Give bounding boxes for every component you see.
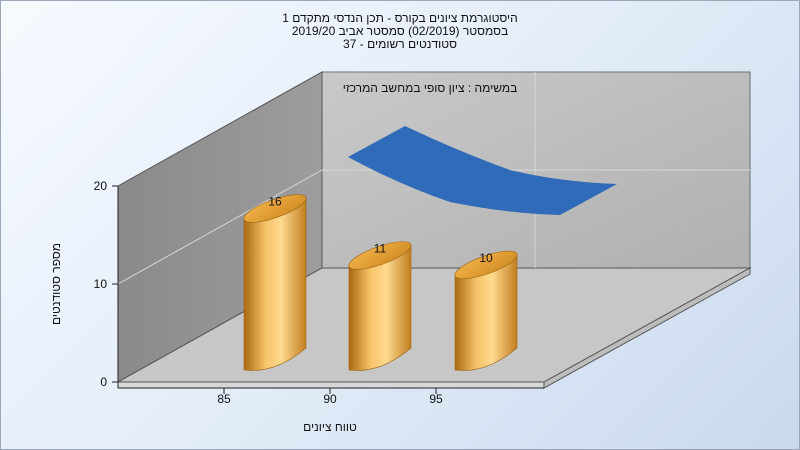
bar-body: [348, 244, 412, 371]
y-axis-label: מספר סטודנטים: [49, 243, 63, 325]
floor-front-edge: [117, 381, 545, 389]
y-tick-label: 20: [94, 179, 108, 193]
bar-cap: [348, 241, 412, 270]
x-tick-label: 95: [429, 392, 443, 406]
x-axis-label: טווח ציונים: [303, 420, 357, 434]
title-line-2: בסמסטר (02/2019) סמסטר אביב 2019/20: [291, 24, 509, 38]
y-ticks: 0 10 20: [94, 179, 118, 389]
bar: [348, 241, 412, 371]
bar-value-label: 11: [374, 242, 387, 256]
title-line-1: היסטוגרמת ציונים בקורס - תכן הנדסי מתקדם…: [282, 11, 518, 25]
blue-ribbon: [348, 126, 617, 215]
bar: [454, 250, 518, 371]
bar-value-label: 16: [268, 194, 282, 208]
bar-value-label: 10: [479, 251, 493, 265]
x-ticks: 85 90 95: [217, 388, 443, 406]
bars: 16 11 10: [243, 194, 518, 371]
bar-body: [243, 197, 307, 371]
bar-cap: [454, 250, 518, 280]
title-line-3: סטודנטים רשומים - 37: [343, 37, 457, 51]
y-tick-label: 0: [100, 375, 107, 389]
y-tick-label: 10: [94, 277, 108, 291]
bar-body: [454, 253, 518, 371]
bar-cap: [243, 194, 307, 223]
floor-right-edge: [543, 267, 751, 389]
x-tick-label: 90: [323, 392, 337, 406]
chart-title: היסטוגרמת ציונים בקורס - תכן הנדסי מתקדם…: [200, 12, 600, 51]
chart-annotation: במשימה : ציון סופי במחשב המרכזי: [343, 81, 518, 95]
x-tick-label: 85: [217, 392, 231, 406]
bar: [243, 194, 307, 371]
